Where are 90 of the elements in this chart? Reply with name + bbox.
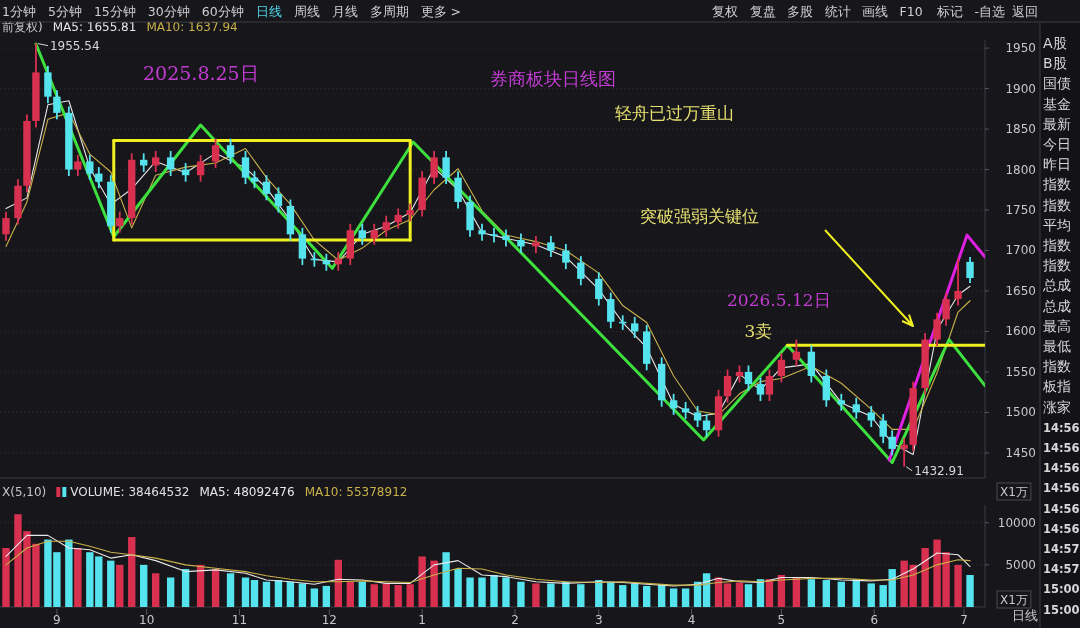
text: 最高 — [1043, 317, 1071, 334]
text: 昨日 — [1043, 156, 1071, 173]
text: 券商板块日线图 — [490, 68, 616, 89]
text: 指数 — [1042, 196, 1071, 213]
text: 指数 — [1042, 237, 1071, 253]
text: 1分钟 — [2, 4, 36, 19]
text: 14:57 — [1043, 562, 1080, 577]
text: 14:57 — [1043, 542, 1080, 556]
x-tick-label: 12 — [321, 613, 337, 627]
text: 15:00 — [1043, 602, 1080, 617]
text: X1万 — [1000, 485, 1028, 499]
text: 平均 — [1043, 216, 1071, 233]
text: 14:56 — [1043, 521, 1080, 536]
text: 最新 — [1043, 115, 1071, 132]
text: 板指 — [1042, 378, 1071, 395]
text: 指数 — [1042, 257, 1071, 274]
text: 复权 — [712, 4, 738, 19]
text: 14:56 — [1043, 461, 1080, 476]
x-tick-label: 2 — [511, 613, 519, 627]
text: 总成 — [1042, 277, 1071, 294]
x-tick-label: 7 — [960, 613, 968, 627]
text: 日线 — [1012, 608, 1038, 623]
y-tick-label: 1650 — [1005, 283, 1036, 298]
x-tick-label: 10 — [139, 613, 155, 627]
annotation: 突破强弱关键位 — [640, 206, 759, 226]
text: 复盘 — [749, 4, 776, 19]
text: F10 — [899, 4, 923, 19]
text: 画线 — [862, 4, 888, 19]
text: 返回 — [1012, 4, 1038, 19]
annotation: 1955.54 — [49, 38, 100, 53]
text: 指数 — [1042, 358, 1071, 375]
x-tick-label: 4 — [687, 613, 696, 627]
text: 多周期 — [369, 4, 409, 19]
text: MA10: 55378912 — [304, 485, 408, 499]
text: A股 — [1043, 35, 1067, 51]
text: 统计 — [824, 4, 851, 19]
y-tick-label: 1600 — [1005, 324, 1036, 339]
text: 30分钟 — [147, 4, 190, 19]
text: MA5: 1655.81 — [52, 20, 137, 34]
x-tick-label: 6 — [870, 613, 879, 627]
y-tick-label: 1800 — [1005, 162, 1036, 177]
text: 14:56 — [1043, 481, 1080, 496]
x-tick-label: 3 — [594, 613, 603, 627]
text: 涨家 — [1043, 398, 1071, 415]
y-tick-label: 1450 — [1005, 445, 1036, 460]
text: 基金 — [1043, 95, 1071, 112]
text: MA5: 48092476 — [199, 485, 295, 499]
y-tick-label: 1850 — [1005, 122, 1036, 137]
x-tick-label: 9 — [53, 613, 61, 627]
text: 月线 — [331, 4, 358, 19]
y-tick-label: 1750 — [1005, 203, 1036, 218]
text: 周线 — [293, 4, 320, 19]
text: 14:56 — [1043, 441, 1080, 455]
text: 最低 — [1043, 338, 1071, 354]
text: 日线 — [255, 4, 282, 19]
text: 15分钟 — [93, 4, 136, 19]
text: 总成 — [1042, 297, 1071, 314]
text: B股 — [1043, 55, 1067, 72]
y-tick-label: 1950 — [1005, 41, 1036, 56]
text: 14:56 — [1043, 501, 1080, 516]
legend-title: X(5,10) — [2, 485, 47, 499]
y-tick-label: 1900 — [1005, 81, 1036, 96]
annotation: 3卖 — [744, 321, 773, 342]
annotation: 2026.5.12日 — [727, 290, 831, 310]
text: 标记 — [936, 4, 963, 19]
text: 5分钟 — [47, 4, 82, 19]
text: MA10: 1637.94 — [146, 20, 238, 34]
y-axis-title: X1万 — [1000, 593, 1028, 607]
text: 15:00 — [1043, 582, 1080, 597]
y-tick-label: 1700 — [1005, 243, 1036, 258]
text: -自选 — [974, 4, 1006, 19]
text: 多股 — [787, 4, 813, 19]
text: 今日 — [1043, 136, 1071, 152]
y-tick-label: 10000 — [997, 515, 1036, 530]
legend-title: 前复权) — [2, 20, 43, 34]
text: 轻舟已过万重山 — [615, 103, 734, 123]
annotation: 1432.91 — [914, 463, 964, 478]
y-tick-label: 1550 — [1005, 364, 1036, 379]
x-tick-label: 5 — [777, 613, 786, 627]
annotation: 2025.8.25日 — [143, 62, 259, 84]
y-tick-label: 5000 — [1005, 557, 1036, 572]
x-tick-label: 1 — [418, 613, 426, 627]
legend-label: VOLUME: 38464532 — [70, 485, 190, 499]
text: 国债 — [1043, 75, 1071, 92]
text: 60分钟 — [201, 4, 244, 19]
text: 14:56 — [1043, 420, 1080, 435]
x-tick-label: 11 — [231, 613, 248, 627]
y-tick-label: 1500 — [1005, 405, 1036, 420]
text: 指数 — [1042, 176, 1071, 193]
text: 更多 > — [420, 4, 462, 19]
